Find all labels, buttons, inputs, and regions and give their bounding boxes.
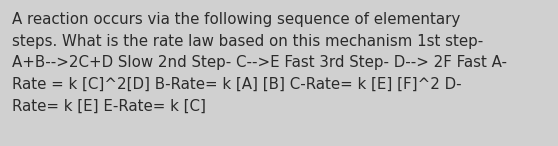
Text: A reaction occurs via the following sequence of elementary
steps. What is the ra: A reaction occurs via the following sequ…: [12, 12, 507, 113]
